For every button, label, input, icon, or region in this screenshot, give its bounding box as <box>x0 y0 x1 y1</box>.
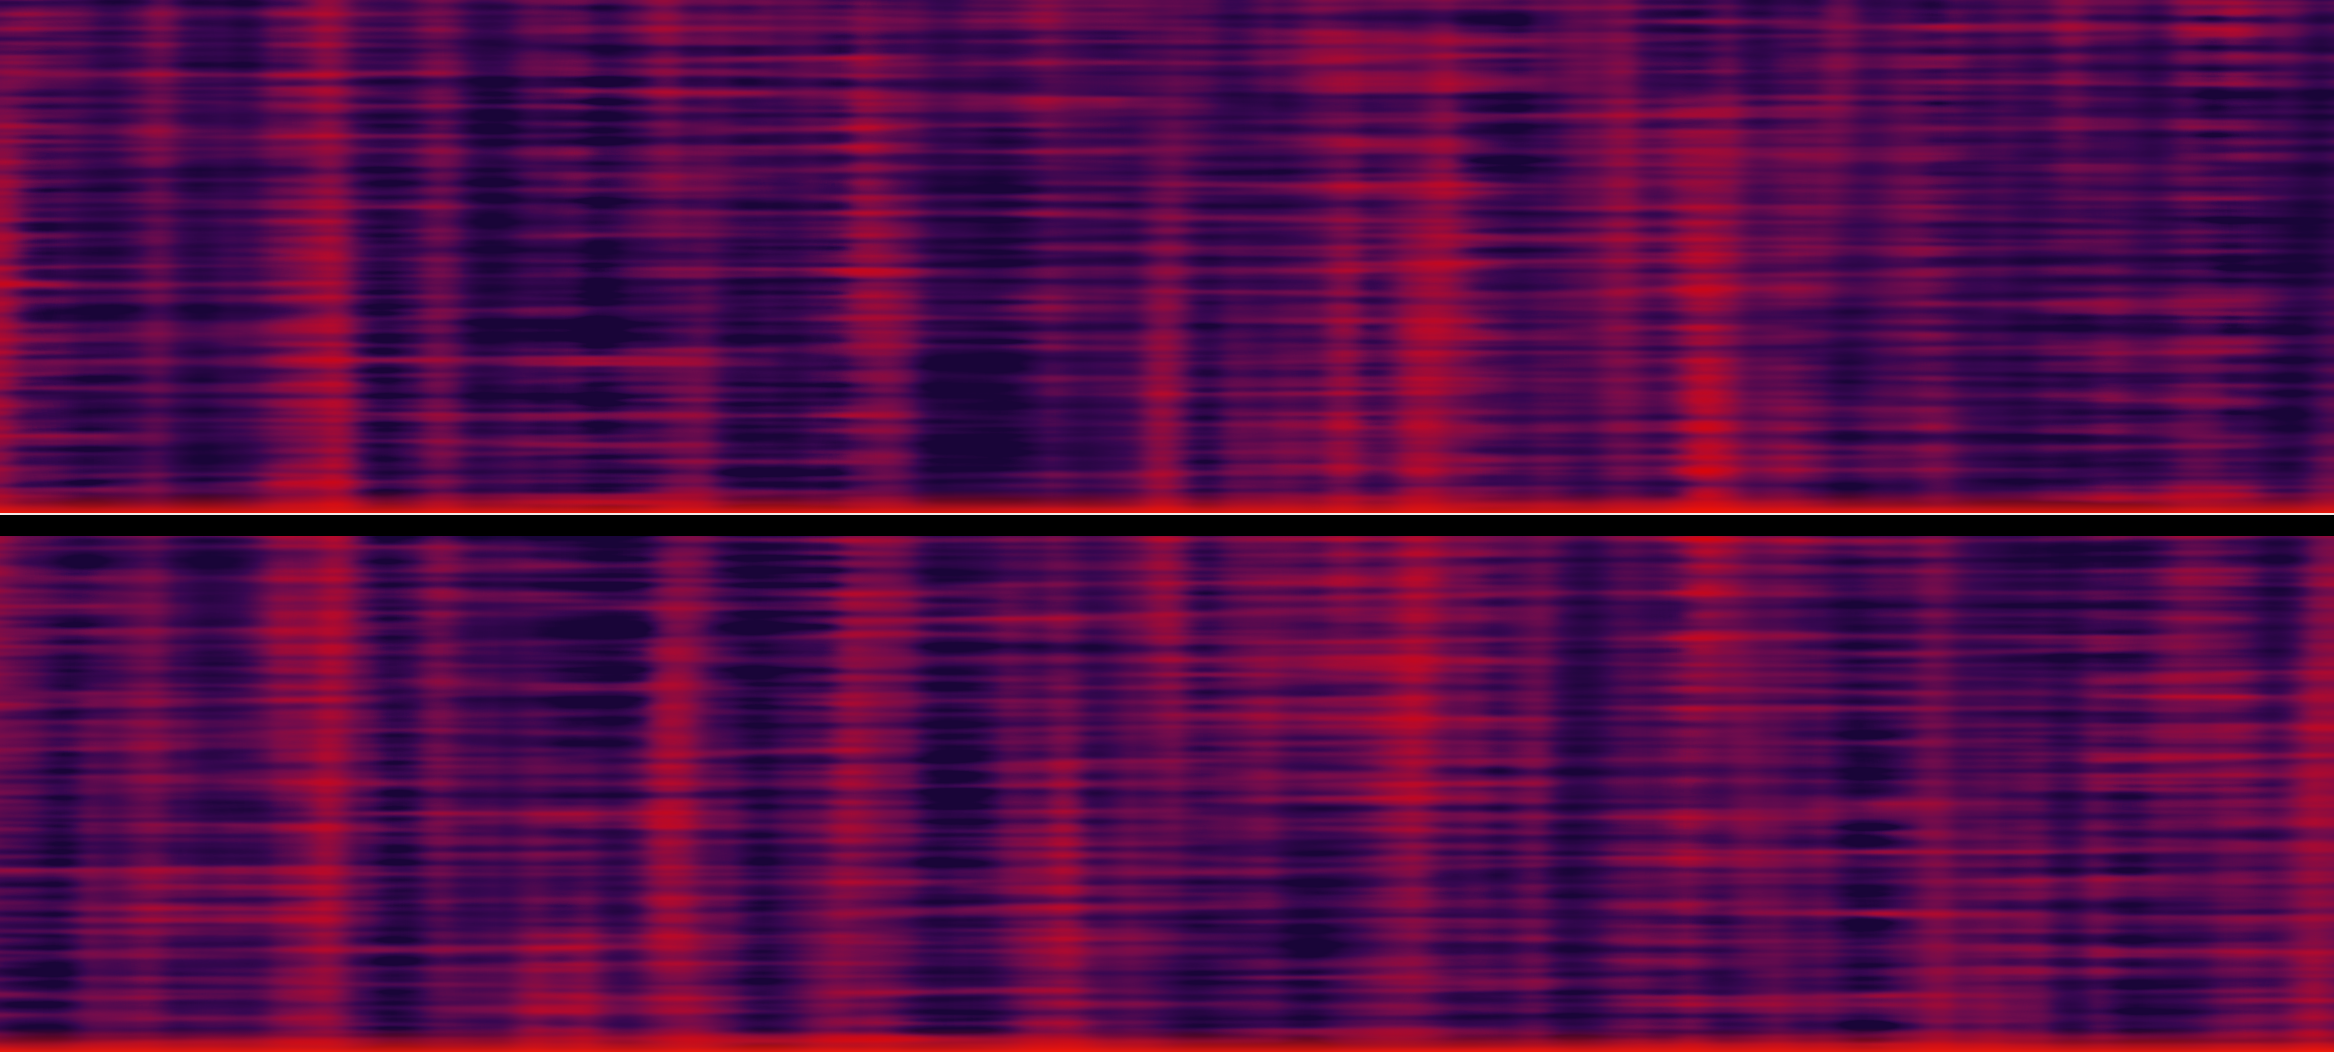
spectrogram-panel <box>0 536 2334 1052</box>
channel-divider <box>0 515 2334 536</box>
separator-line <box>0 513 2334 515</box>
low-frequency-band <box>0 1028 2334 1052</box>
spectrogram-panel <box>0 0 2334 513</box>
low-frequency-band <box>0 490 2334 513</box>
channel-top <box>0 0 2334 513</box>
channel-bottom <box>0 536 2334 1052</box>
